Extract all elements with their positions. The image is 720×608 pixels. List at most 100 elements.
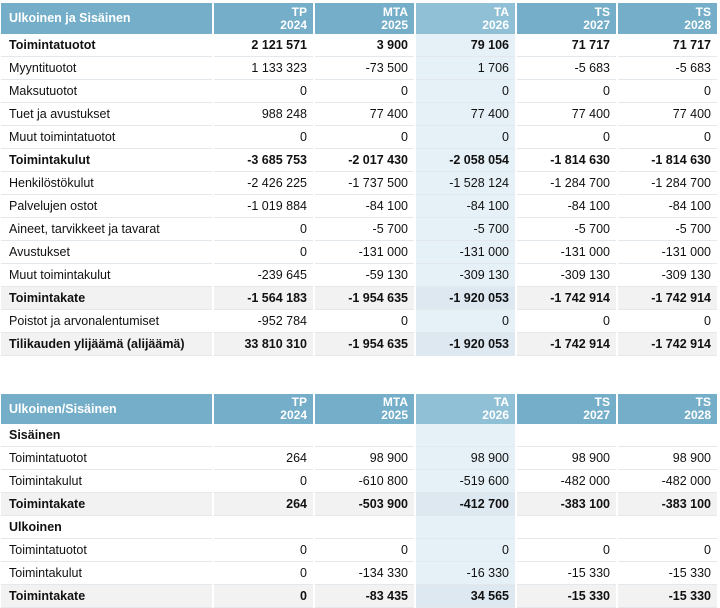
column-header-type: TS [594, 4, 610, 19]
cell-value: 988 248 [213, 102, 315, 126]
row-label: Sisäinen [1, 424, 214, 447]
cell-value: -131 000 [314, 240, 416, 264]
cell-value: -503 900 [314, 492, 416, 516]
header-row: Ulkoinen/Sisäinen TP 2024 MTA 2025 TA 2026 TS 20… [1, 394, 719, 424]
cell-value: -1 814 630 [617, 148, 719, 172]
cell-value [213, 424, 315, 447]
column-header: TP 2024 [213, 3, 315, 34]
cell-value: -15 330 [516, 584, 618, 608]
cell-value: -519 600 [415, 469, 517, 493]
column-header-type: TS [695, 4, 711, 19]
column-header: MTA 2025 [314, 3, 416, 34]
cell-value: 264 [213, 492, 315, 516]
column-header-type: TP [291, 4, 307, 19]
cell-value: 77 400 [415, 102, 517, 126]
row-label: Toimintakate [1, 492, 214, 516]
row-label: Tilikauden ylijäämä (alijäämä) [1, 332, 214, 356]
cell-value: 0 [213, 584, 315, 608]
table-row: Toimintakulut -3 685 753 -2 017 430 -2 058 … [1, 148, 719, 172]
cell-value: 0 [314, 538, 416, 562]
column-header: TA 2026 [415, 3, 517, 34]
cell-value: 1 706 [415, 56, 517, 80]
cell-value: 0 [415, 309, 517, 333]
cell-value: -2 058 054 [415, 148, 517, 172]
column-header-type: MTA [382, 395, 408, 409]
cell-value: 2 121 571 [213, 34, 315, 57]
cell-value: -1 814 630 [516, 148, 618, 172]
column-header: TS 2027 [516, 394, 618, 424]
cell-value: 77 400 [314, 102, 416, 126]
cell-value: -15 330 [617, 584, 719, 608]
cell-value: 0 [213, 217, 315, 241]
row-label: Palvelujen ostot [1, 194, 214, 218]
income-statement-table: Ulkoinen ja Sisäinen TP 2024 MTA 2025 TA 2026 T… [1, 3, 719, 356]
header-label: Ulkoinen ja Sisäinen [1, 3, 214, 34]
cell-value: -84 100 [314, 194, 416, 218]
cell-value: -1 742 914 [617, 332, 719, 356]
cell-value: 98 900 [314, 446, 416, 470]
column-header-year: 2028 [684, 408, 711, 422]
cell-value: -15 330 [617, 561, 719, 585]
row-label: Muut toimintakulut [1, 263, 214, 287]
cell-value: -59 130 [314, 263, 416, 287]
column-header-year: 2026 [482, 408, 509, 422]
cell-value: 71 717 [617, 34, 719, 57]
table-header: Ulkoinen ja Sisäinen TP 2024 MTA 2025 TA 2026 T… [1, 3, 719, 34]
row-label: Myyntituotot [1, 56, 214, 80]
cell-value: -3 685 753 [213, 148, 315, 172]
cell-value: -309 130 [617, 263, 719, 287]
table-body: Toimintatuotot 2 121 571 3 900 79 106 71 717… [1, 34, 719, 356]
row-label: Toimintakate [1, 286, 214, 310]
cell-value: 264 [213, 446, 315, 470]
cell-value: -482 000 [617, 469, 719, 493]
row-label: Aineet, tarvikkeet ja tavarat [1, 217, 214, 241]
cell-value: -952 784 [213, 309, 315, 333]
column-header-type: TS [695, 395, 711, 409]
column-header-year: 2027 [583, 17, 610, 32]
column-header-year: 2024 [280, 408, 307, 422]
cell-value: -309 130 [415, 263, 517, 287]
cell-value: -83 435 [314, 584, 416, 608]
cell-value: 98 900 [516, 446, 618, 470]
table-row: Aineet, tarvikkeet ja tavarat 0 -5 700 -5 7… [1, 217, 719, 241]
cell-value: 0 [314, 125, 416, 149]
row-label: Toimintatuotot [1, 34, 214, 57]
cell-value: 77 400 [617, 102, 719, 126]
cell-value: 34 565 [415, 584, 517, 608]
row-label: Tuet ja avustukset [1, 102, 214, 126]
table-row: Ulkoinen [1, 515, 719, 539]
cell-value: -239 645 [213, 263, 315, 287]
cell-value: 0 [516, 309, 618, 333]
column-header-year: 2024 [280, 17, 307, 32]
cell-value: 0 [516, 79, 618, 103]
table-body: Sisäinen Toimintatuotot 264 98 900 98 900 98 … [1, 424, 719, 608]
cell-value: -1 284 700 [516, 171, 618, 195]
cell-value: 0 [617, 538, 719, 562]
cell-value: 98 900 [617, 446, 719, 470]
cell-value [415, 515, 517, 539]
column-header-year: 2025 [381, 408, 408, 422]
cell-value: -1 954 635 [314, 332, 416, 356]
cell-value: 0 [415, 538, 517, 562]
column-header-type: MTA [382, 4, 408, 19]
cell-value: 0 [415, 125, 517, 149]
cell-value: -412 700 [415, 492, 517, 516]
cell-value: -1 564 183 [213, 286, 315, 310]
column-header-year: 2026 [482, 17, 509, 32]
cell-value: -5 700 [415, 217, 517, 241]
cell-value: 0 [213, 538, 315, 562]
column-header: TS 2028 [617, 394, 719, 424]
cell-value: -84 100 [617, 194, 719, 218]
table-header: Ulkoinen/Sisäinen TP 2024 MTA 2025 TA 2026 TS 20… [1, 394, 719, 424]
cell-value: -309 130 [516, 263, 618, 287]
cell-value: -134 330 [314, 561, 416, 585]
table-row: Toimintakate -1 564 183 -1 954 635 -1 920 0… [1, 286, 719, 310]
column-header-year: 2027 [583, 408, 610, 422]
cell-value: -131 000 [516, 240, 618, 264]
cell-value: 0 [213, 561, 315, 585]
cell-value: -1 920 053 [415, 332, 517, 356]
table-row: Muut toimintatuotot 0 0 0 0 0 [1, 125, 719, 149]
column-header: TS 2028 [617, 3, 719, 34]
cell-value: 0 [213, 240, 315, 264]
table-row: Toimintakate 264 -503 900 -412 700 -383 100-… [1, 492, 719, 516]
